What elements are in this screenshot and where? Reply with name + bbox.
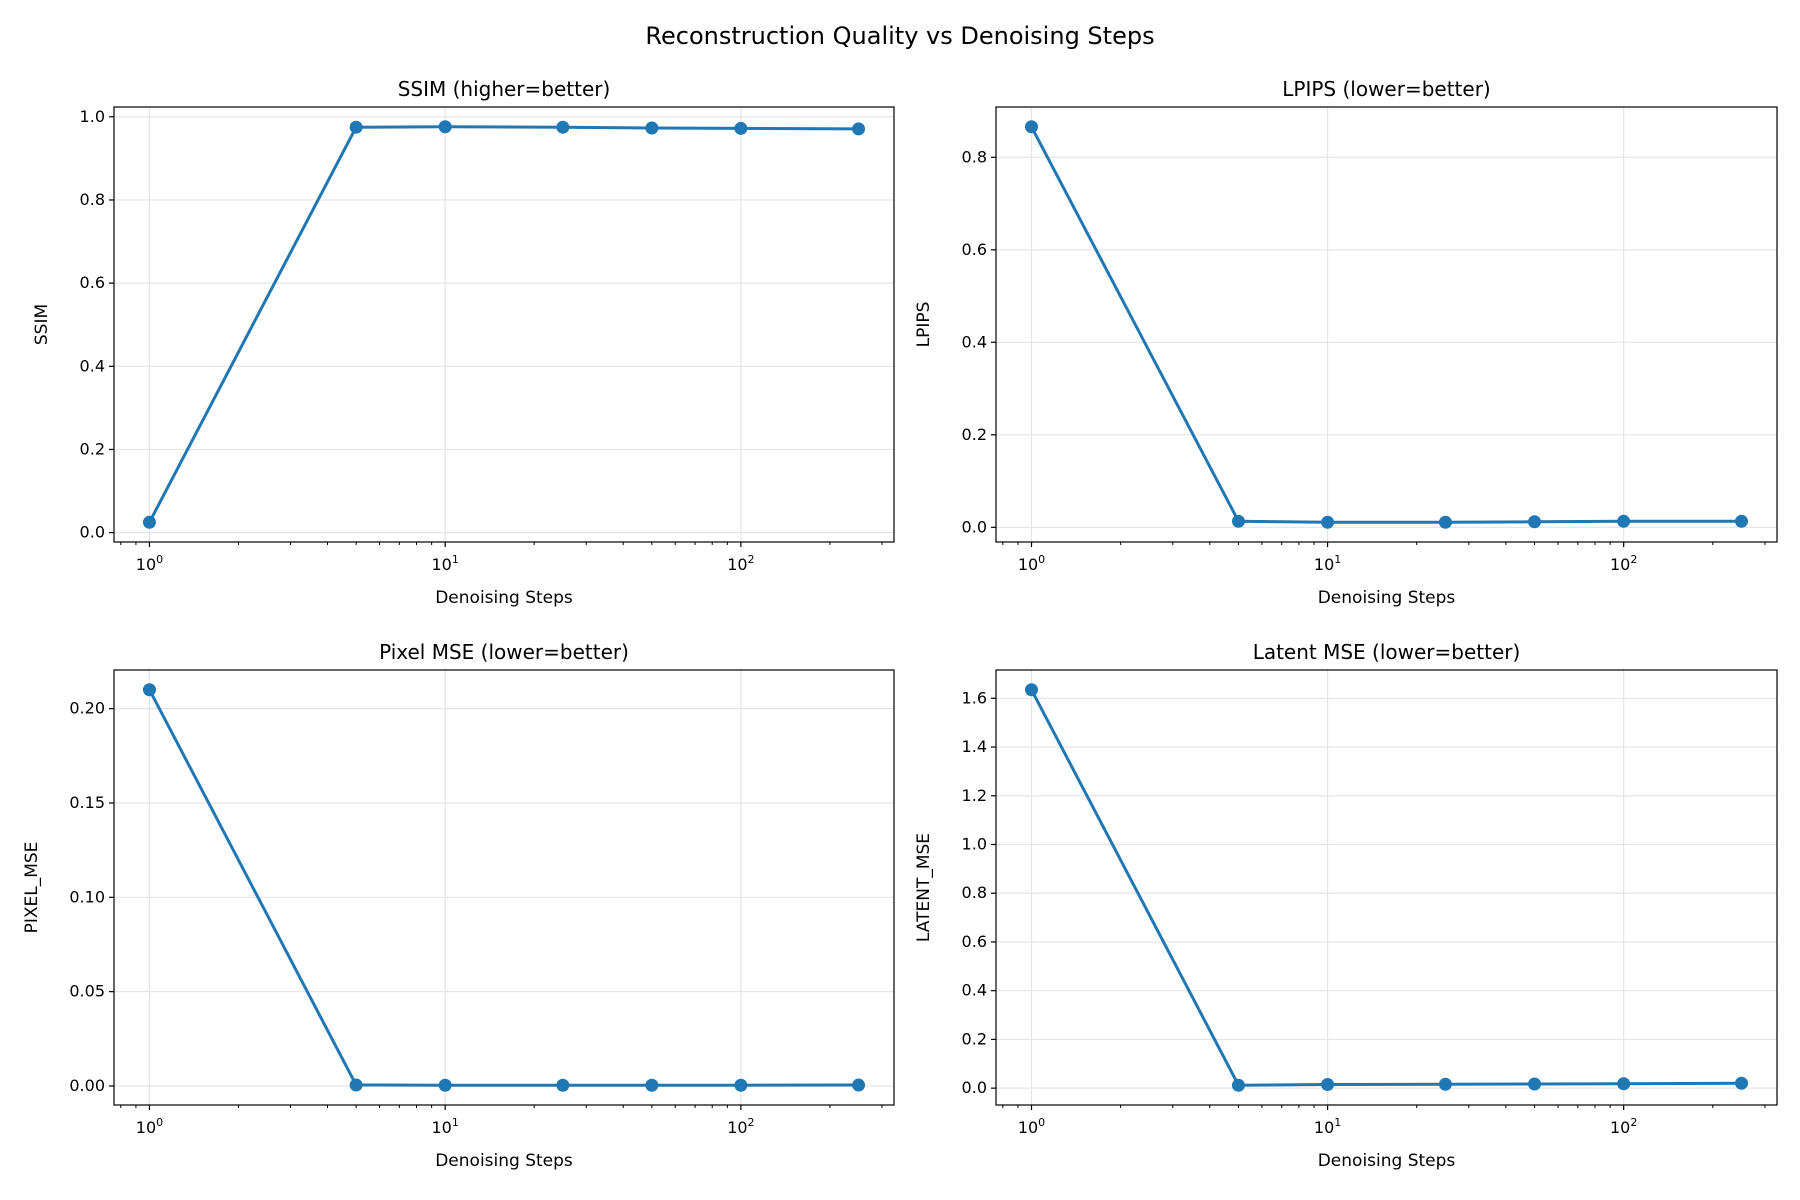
- y-axis-label: SSIM: [32, 304, 52, 345]
- data-point: [852, 122, 866, 136]
- axes-frame: [113, 669, 895, 1106]
- subplot-title: Pixel MSE (lower=better): [379, 640, 629, 664]
- axes-frame: [113, 106, 895, 543]
- x-tick-label: 100: [1018, 553, 1045, 574]
- y-tick-label: 0.05: [69, 982, 105, 1001]
- subplot-4: 0.0 0.2 0.4 0.6 0.8 1.0 1.2 1.4 1.6 100 101 102 Late…: [914, 640, 1778, 1171]
- y-tick-label: 0.2: [80, 439, 105, 458]
- x-tick-label: 102: [727, 1116, 754, 1137]
- data-point: [1438, 1077, 1452, 1091]
- data-point: [1321, 515, 1335, 529]
- y-tick-label: 0.2: [962, 1029, 987, 1048]
- y-axis-label: LATENT_MSE: [914, 833, 934, 942]
- y-tick-label: 0.4: [80, 356, 105, 375]
- x-axis-label: Denoising Steps: [1318, 588, 1456, 608]
- data-point: [1025, 120, 1038, 134]
- data-point: [1231, 514, 1245, 528]
- y-tick-label: 0.0: [80, 523, 105, 542]
- y-tick-label: 0.2: [962, 425, 987, 444]
- axes-frame: [995, 669, 1778, 1106]
- axes-frame: [995, 106, 1778, 543]
- series-line: [1030, 689, 1742, 1087]
- subplot-1: 0.0 0.2 0.4 0.6 0.8 1.0 100 101 102 SSIM (higher=…: [32, 77, 895, 608]
- data-point: [852, 1078, 866, 1092]
- data-point: [349, 120, 363, 134]
- y-tick-label: 0.0: [962, 517, 987, 536]
- x-tick-label: 101: [431, 553, 458, 574]
- data-point: [645, 121, 659, 135]
- x-tick-label: 101: [1314, 553, 1341, 574]
- y-tick-label: 1.2: [962, 786, 987, 805]
- data-point: [438, 120, 452, 134]
- data-point: [1438, 515, 1452, 529]
- y-tick-label: 0.20: [69, 699, 105, 718]
- y-tick-label: 0.4: [962, 981, 987, 1000]
- y-tick-label: 0.15: [69, 793, 105, 812]
- data-point: [142, 515, 156, 529]
- data-point: [1528, 1077, 1542, 1091]
- data-point: [734, 121, 748, 135]
- data-point: [1025, 683, 1038, 697]
- y-tick-label: 0.00: [69, 1076, 105, 1095]
- data-point: [1735, 1076, 1748, 1090]
- y-tick-label: 1.0: [962, 834, 987, 853]
- data-point: [1617, 1077, 1631, 1091]
- y-axis-label: PIXEL_MSE: [22, 842, 42, 934]
- subplot-title: LPIPS (lower=better): [1282, 77, 1490, 101]
- subplot-3: 0.00 0.05 0.10 0.15 0.20 100 101 102 Pixel MSE (…: [22, 640, 895, 1171]
- y-tick-label: 0.8: [962, 883, 987, 902]
- x-tick-label: 101: [431, 1116, 458, 1137]
- x-tick-label: 100: [136, 553, 163, 574]
- series-line: [148, 125, 859, 523]
- data-point: [1231, 1078, 1245, 1092]
- data-point: [1528, 515, 1542, 529]
- data-point: [438, 1078, 452, 1092]
- y-tick-label: 0.10: [69, 887, 105, 906]
- data-point: [556, 1078, 570, 1092]
- y-tick-label: 1.6: [962, 688, 987, 707]
- data-point: [734, 1078, 748, 1092]
- x-axis-label: Denoising Steps: [1318, 1151, 1456, 1171]
- y-tick-label: 0.0: [962, 1078, 987, 1097]
- series-line: [1030, 126, 1742, 524]
- x-tick-label: 102: [1610, 553, 1637, 574]
- data-point: [142, 683, 156, 697]
- y-axis-label: LPIPS: [914, 302, 934, 348]
- y-tick-label: 0.8: [962, 147, 987, 166]
- data-point: [1321, 1077, 1335, 1091]
- subplot-title: Latent MSE (lower=better): [1253, 640, 1521, 664]
- y-tick-label: 1.0: [80, 107, 105, 126]
- data-point: [1617, 514, 1631, 528]
- y-tick-label: 0.6: [962, 240, 987, 259]
- series-line: [148, 689, 859, 1087]
- y-tick-label: 0.8: [80, 190, 105, 209]
- y-tick-label: 0.6: [80, 273, 105, 292]
- figure-title: Reconstruction Quality vs Denoising Step…: [645, 22, 1154, 50]
- x-axis-label: Denoising Steps: [435, 588, 573, 608]
- y-tick-label: 0.4: [962, 332, 987, 351]
- x-tick-label: 101: [1314, 1116, 1341, 1137]
- subplot-2: 0.0 0.2 0.4 0.6 0.8 100 101 102 LPIPS (lower=bet…: [914, 77, 1778, 608]
- x-tick-label: 102: [1610, 1116, 1637, 1137]
- y-tick-label: 0.6: [962, 932, 987, 951]
- data-point: [349, 1078, 363, 1092]
- x-tick-label: 102: [727, 553, 754, 574]
- x-axis-label: Denoising Steps: [435, 1151, 573, 1171]
- data-point: [556, 120, 570, 134]
- x-tick-label: 100: [1018, 1116, 1045, 1137]
- y-tick-label: 1.4: [962, 737, 987, 756]
- data-point: [1735, 514, 1748, 528]
- subplot-title: SSIM (higher=better): [398, 77, 611, 101]
- data-point: [645, 1078, 659, 1092]
- x-tick-label: 100: [136, 1116, 163, 1137]
